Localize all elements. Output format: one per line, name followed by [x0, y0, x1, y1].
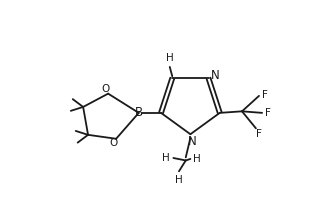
Text: H: H [193, 154, 201, 164]
Text: F: F [256, 129, 262, 140]
Text: H: H [166, 53, 174, 63]
Text: O: O [101, 84, 110, 94]
Text: H: H [175, 175, 183, 185]
Text: B: B [135, 106, 143, 119]
Text: F: F [262, 90, 268, 100]
Text: O: O [109, 138, 118, 148]
Text: N: N [188, 134, 196, 148]
Text: F: F [265, 108, 271, 118]
Text: H: H [162, 153, 170, 163]
Text: N: N [211, 69, 220, 82]
